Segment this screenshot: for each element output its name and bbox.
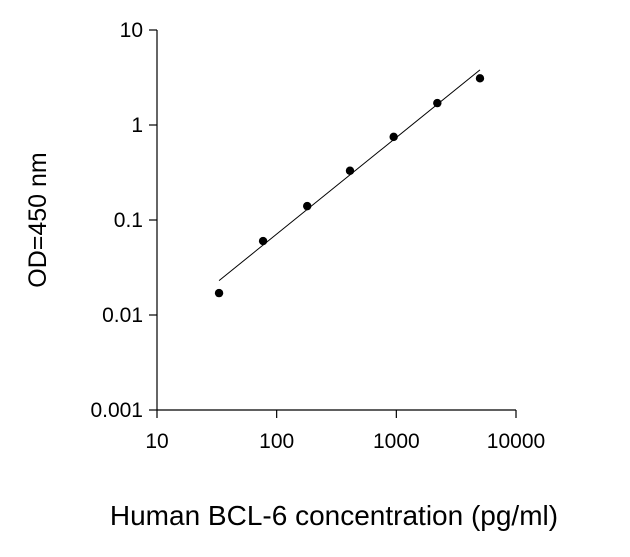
x-tick-label: 10000 [487, 430, 545, 453]
x-tick-label: 1000 [373, 430, 420, 453]
y-tick-label: 0.01 [102, 304, 143, 327]
data-point [433, 98, 442, 108]
y-tick-label: 10 [120, 19, 143, 42]
y-tick-label: 0.1 [114, 209, 143, 232]
y-ticks: 10 1 0.1 0.01 0.001 [90, 19, 157, 422]
x-tick-label: 10 [145, 430, 168, 453]
y-axis-title: OD=450 nm [24, 152, 52, 288]
data-point [475, 74, 485, 83]
x-axis-title: Human BCL-6 concentration (pg/ml) [110, 500, 558, 531]
data-point [258, 236, 268, 246]
data-points [214, 74, 485, 298]
x-ticks: 10 100 1000 10000 [145, 410, 545, 453]
x-tick-label: 100 [259, 430, 294, 453]
data-point [345, 166, 355, 175]
y-tick-label: 1 [131, 114, 143, 137]
data-point [303, 201, 312, 211]
data-point [214, 288, 224, 298]
y-tick-label: 0.001 [90, 399, 143, 422]
data-point [389, 132, 398, 142]
plot-area: 10 1 0.1 0.01 0.001 10 100 1000 10000 [90, 19, 545, 453]
